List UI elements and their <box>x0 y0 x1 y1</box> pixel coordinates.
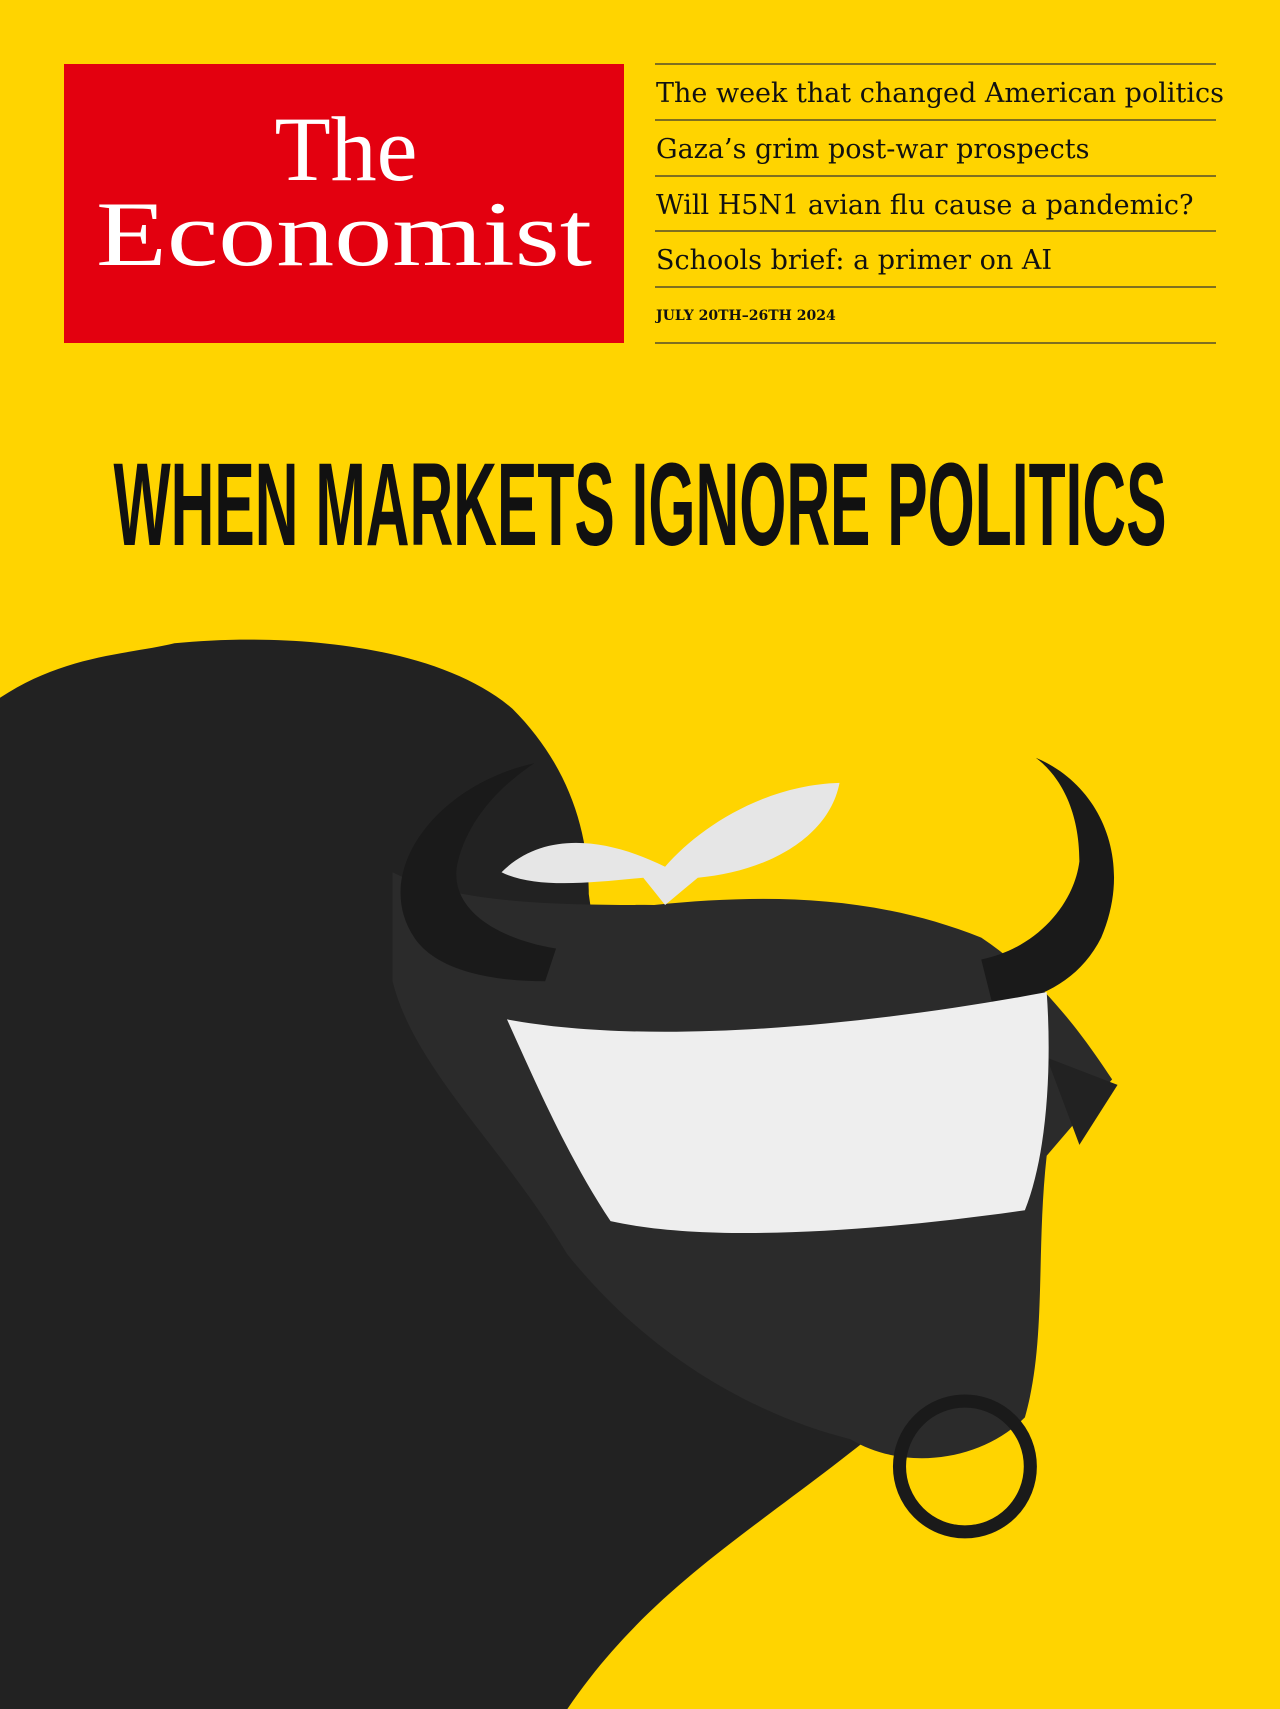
issue-date: JULY 20TH–26TH 2024 <box>654 308 836 324</box>
nose-ring <box>892 1394 1037 1539</box>
headline: The week that changed American politics <box>656 78 1224 109</box>
headline: Schools brief: a primer on AI <box>656 245 1052 276</box>
masthead-line2: Economist <box>96 183 593 285</box>
headlines: The week that changed American politics G… <box>656 78 1224 276</box>
horn-right <box>981 757 1115 1004</box>
masthead-box <box>64 64 624 343</box>
cover-line: WHEN MARKETS IGNORE POLITICS <box>114 439 1167 571</box>
masthead-line1: The <box>274 98 417 200</box>
blindfold-knot <box>501 782 840 905</box>
headline: Will H5N1 avian flu cause a pandemic? <box>656 190 1193 221</box>
bull-ear <box>1046 1057 1118 1145</box>
blindfold <box>506 992 1049 1234</box>
horn-left <box>400 763 557 982</box>
rules <box>655 63 1216 344</box>
headline: Gaza’s grim post-war prospects <box>656 134 1089 165</box>
bull-illustration <box>0 639 1118 1709</box>
bull-body <box>0 639 895 1709</box>
